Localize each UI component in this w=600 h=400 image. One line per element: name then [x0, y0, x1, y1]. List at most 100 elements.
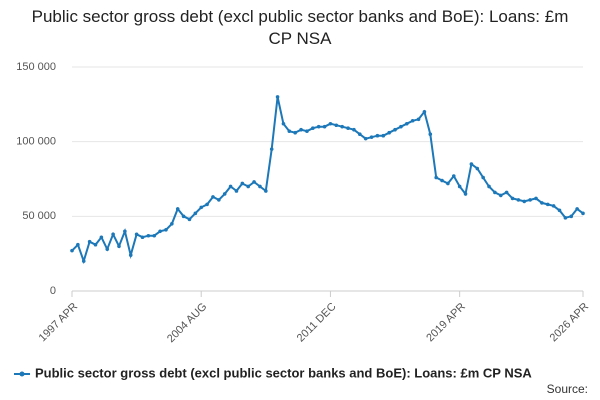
point [581, 211, 585, 216]
point [222, 192, 227, 196]
x-tick-label: 2011 DEC [295, 301, 339, 345]
chart-title: Public sector gross debt (excl public se… [31, 7, 569, 48]
point [152, 233, 157, 238]
point [381, 133, 386, 138]
point [328, 121, 333, 126]
point [387, 130, 391, 135]
point [487, 184, 491, 189]
point [87, 239, 92, 244]
point [170, 222, 174, 226]
y-tick-label: 0 [50, 285, 56, 297]
point [334, 123, 339, 128]
point [469, 162, 474, 166]
point [551, 204, 556, 208]
point [422, 110, 427, 114]
point [164, 227, 168, 232]
point [264, 189, 268, 193]
point [211, 195, 215, 199]
point [140, 235, 145, 240]
point [534, 196, 538, 201]
x-tick-label: 2026 APR [548, 301, 592, 345]
point [117, 244, 121, 248]
point [428, 132, 433, 136]
point [358, 132, 362, 136]
point [522, 199, 527, 204]
point [493, 190, 497, 195]
point [399, 124, 403, 129]
point [93, 242, 98, 247]
x-tick-label: 1997 APR [37, 301, 81, 345]
point [199, 205, 204, 210]
point [463, 192, 468, 196]
point [246, 184, 251, 189]
point [258, 184, 262, 189]
point [352, 127, 356, 132]
point [569, 214, 574, 219]
point [369, 135, 374, 139]
point [181, 214, 186, 219]
point [563, 216, 568, 220]
point [498, 193, 503, 198]
point [305, 129, 309, 134]
point [528, 198, 532, 202]
point [158, 229, 162, 234]
point [446, 181, 450, 186]
y-tick-label: 150 000 [16, 61, 56, 73]
point [128, 253, 133, 257]
point [416, 117, 421, 122]
point [287, 129, 292, 134]
point [363, 136, 368, 141]
source: Source: [547, 382, 588, 396]
point [504, 190, 509, 195]
legend-label: Public sector gross debt (excl public se… [35, 365, 532, 380]
point [99, 235, 104, 240]
point [575, 207, 579, 211]
point [205, 202, 209, 207]
point [540, 201, 544, 205]
point [516, 198, 521, 202]
point [275, 95, 280, 99]
point [105, 247, 110, 251]
point [311, 126, 315, 131]
point [146, 233, 151, 238]
point [393, 127, 397, 132]
point [434, 175, 438, 180]
point [451, 174, 456, 178]
legend-marker [19, 371, 25, 377]
point [375, 133, 380, 138]
point [316, 124, 321, 129]
point [134, 232, 139, 237]
point [76, 242, 80, 247]
point [475, 166, 480, 171]
y-tick-label: 100 000 [16, 136, 56, 148]
series-line [71, 96, 584, 265]
point [70, 248, 74, 253]
x-tick-label: 2019 APR [424, 301, 468, 345]
point [404, 121, 409, 126]
point [234, 189, 239, 193]
point [187, 217, 192, 222]
point [228, 184, 233, 189]
point [557, 208, 562, 213]
point [269, 147, 274, 151]
point [123, 229, 127, 234]
point [240, 181, 245, 186]
point [322, 124, 327, 129]
point [410, 118, 415, 123]
point [481, 175, 485, 180]
point [193, 211, 198, 216]
point [346, 126, 350, 131]
y-tick-label: 50 000 [22, 210, 56, 222]
point [252, 180, 256, 184]
point [545, 202, 550, 207]
point [510, 196, 515, 201]
point [111, 232, 115, 237]
point [175, 207, 180, 211]
x-tick-label: 2004 AUG [165, 301, 209, 345]
point [217, 198, 221, 202]
point [293, 130, 297, 135]
point [340, 124, 344, 129]
point [440, 178, 444, 183]
